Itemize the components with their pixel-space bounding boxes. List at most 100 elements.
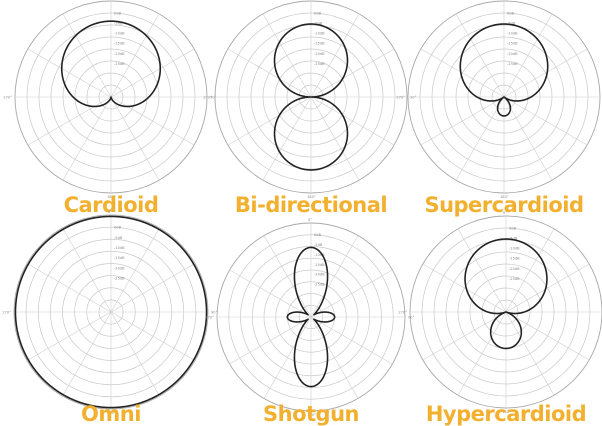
angle-tick-label: 180°	[500, 195, 509, 199]
angle-tick-label: 180°	[107, 195, 116, 199]
polar-grid-spoke	[420, 48, 505, 98]
pattern-curve-hypercardioid	[464, 238, 548, 350]
polar-grid-spoke	[262, 96, 312, 181]
db-tick-label: -25dB	[314, 62, 325, 66]
db-tick-label: -20dB	[507, 52, 518, 56]
polar-grid-spoke	[310, 316, 393, 365]
db-tick-label: -20dB	[314, 273, 325, 277]
pattern-curve-supercardioid	[459, 23, 549, 117]
polar-grid-spoke	[505, 228, 555, 313]
polar-grid-spoke	[110, 96, 195, 146]
polar-grid-spoke	[263, 316, 312, 399]
caption-shotgun: Shotgun	[263, 402, 359, 426]
db-tick-label: -15dB	[114, 256, 125, 260]
polar-grid-spoke	[310, 13, 360, 98]
polar-grid-spoke	[310, 96, 360, 181]
db-tick-label: -10dB	[509, 247, 520, 251]
db-tick-label: -5dB	[507, 22, 516, 26]
db-tick-label: -10dB	[114, 246, 125, 250]
angle-tick-label: 270°	[205, 316, 214, 320]
db-tick-label: -10dB	[314, 32, 325, 36]
polar-grid-spoke	[503, 48, 588, 98]
db-tick-label: -25dB	[507, 62, 518, 66]
db-tick-label: -10dB	[314, 253, 325, 257]
polar-grid-spoke	[263, 235, 312, 318]
angle-tick-label: 90°	[211, 311, 218, 315]
db-tick-label: -25dB	[114, 62, 125, 66]
angle-tick-label: 90°	[210, 96, 217, 100]
polar-grid-spoke	[110, 227, 160, 313]
polar-grid-spoke	[110, 96, 160, 181]
angle-tick-label: 270°	[398, 311, 407, 315]
db-tick-label: 0dB	[114, 11, 122, 15]
polar-grid-spoke	[455, 13, 505, 98]
polar-grid-spoke	[27, 96, 112, 146]
polar-grid-spoke	[310, 96, 395, 146]
polar-grid-spoke	[110, 311, 160, 397]
polar-grid-spoke	[503, 96, 553, 181]
polar-grid-spoke	[27, 48, 112, 98]
polar-grid-spoke	[420, 96, 505, 146]
db-tick-label: -25dB	[509, 277, 520, 281]
polar-grid-spoke	[227, 48, 312, 98]
polar-grid-spoke	[110, 13, 160, 98]
polar-grid-spoke	[505, 263, 590, 313]
polar-diagram-cardioid: 0dB -5dB -10dB -15dB -20dB -25dB 0° 90° 180° 270°…	[3, 0, 217, 217]
db-tick-label: -15dB	[314, 42, 325, 46]
angle-tick-label: 0°	[503, 211, 507, 215]
pattern-curve-cardioid	[60, 20, 162, 108]
polar-grid-spoke	[229, 269, 312, 318]
db-tick-label: 0dB	[507, 11, 515, 15]
polar-diagram-shotgun: 0dB -5dB -10dB -15dB -20dB -25dB 0° 90° 180° 270°…	[205, 218, 414, 426]
db-tick-label: -5dB	[114, 236, 123, 240]
angle-tick-label: 0°	[308, 218, 312, 222]
db-tick-label: -15dB	[114, 42, 125, 46]
polar-grid-spoke	[110, 48, 195, 98]
polar-grid-spoke	[422, 263, 507, 313]
caption-hypercardioid: Hypercardioid	[426, 402, 586, 426]
db-tick-label: -5dB	[314, 22, 323, 26]
db-tick-label: -15dB	[509, 257, 520, 261]
angle-tick-label: 180°	[107, 411, 116, 415]
db-tick-label: -5dB	[114, 22, 123, 26]
db-tick-label: -25dB	[314, 283, 325, 287]
angle-tick-label: 270°	[396, 96, 405, 100]
angle-tick-label: 90°	[408, 316, 415, 320]
polar-grid-spoke	[262, 13, 312, 98]
db-tick-label: -20dB	[509, 267, 520, 271]
polar-grid-spoke	[62, 227, 112, 313]
polar-grid-spoke	[422, 311, 507, 361]
db-tick-label: -20dB	[114, 52, 125, 56]
angle-tick-label: 270°	[203, 96, 212, 100]
db-tick-label: 0dB	[314, 11, 322, 15]
polar-diagram-hypercardioid: 0dB -5dB -10dB -15dB -20dB -25dB 0° 90° 180° 270°…	[398, 211, 602, 426]
db-tick-label: -15dB	[507, 42, 518, 46]
caption-cardioid: Cardioid	[64, 193, 159, 217]
pattern-curve-bidirectional	[273, 23, 349, 171]
polar-grid-spoke	[229, 316, 312, 365]
db-tick-label: -25dB	[114, 277, 125, 281]
polar-grid-spoke	[505, 311, 590, 361]
polar-grid-spoke	[62, 13, 112, 98]
angle-tick-label: 270°	[2, 311, 11, 315]
db-tick-label: 0dB	[314, 233, 322, 237]
polar-grid-spoke	[503, 96, 588, 146]
polar-grid-spoke	[455, 96, 505, 181]
db-tick-label: -20dB	[114, 266, 125, 270]
polar-grid-spoke	[62, 311, 112, 397]
polar-grid-spoke	[457, 228, 507, 313]
polar-grid-spoke	[310, 48, 395, 98]
db-tick-label: -5dB	[509, 237, 518, 241]
polar-grid-spoke	[26, 263, 112, 313]
caption-supercardioid: Supercardioid	[424, 193, 583, 217]
polar-grid-spoke	[110, 311, 196, 361]
pattern-curve-shotgun	[286, 246, 336, 388]
db-tick-label: -20dB	[314, 52, 325, 56]
pattern-curve-omni	[14, 215, 208, 409]
polar-grid-spoke	[310, 316, 359, 399]
db-tick-label: -10dB	[507, 32, 518, 36]
polar-grid-spoke	[505, 311, 555, 396]
db-tick-label: -10dB	[114, 32, 125, 36]
caption-bidirectional: Bi-directional	[235, 193, 387, 217]
